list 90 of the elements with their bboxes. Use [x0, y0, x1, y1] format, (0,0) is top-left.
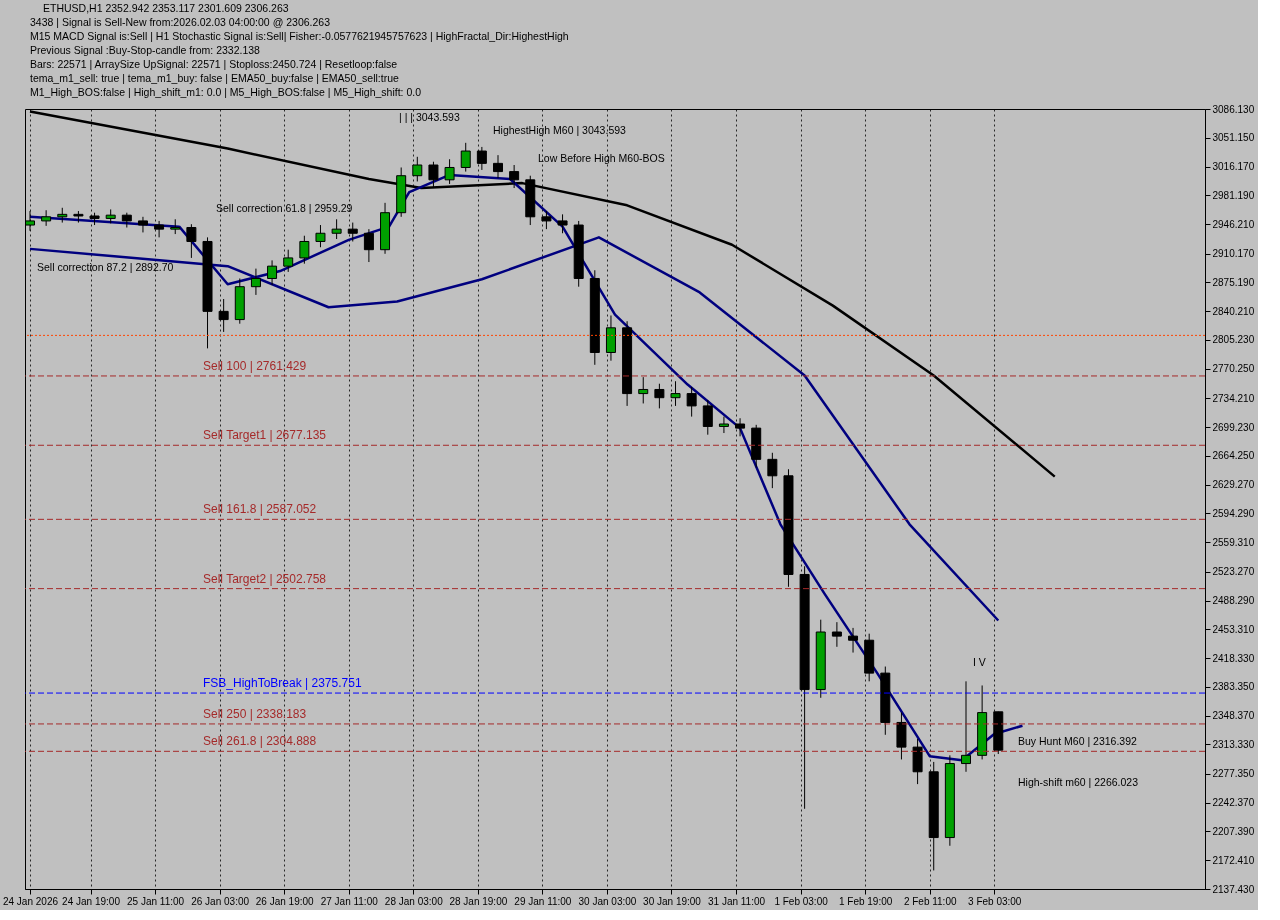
y-tick-label: 2383.350: [1212, 681, 1255, 693]
candlestick: [41, 209, 52, 227]
text: M1_High_BOS:false | High_shift_m1: 0.0 | M5_High_BOS:false | M5_High_shift: 0.0: [30, 86, 422, 98]
y-tick-label: 2453.310: [1212, 623, 1255, 635]
x-tick-label: 1 Feb 19:00: [838, 895, 893, 907]
text: 3438 | Signal is Sell-New from:2026.02.03 04:00:00 @ 2306.263: [30, 16, 331, 28]
y-tick-label: 2629.270: [1212, 479, 1255, 491]
candlestick: [848, 627, 859, 654]
annotation: Low Before High M60-BOS: [538, 152, 665, 164]
ref-line-label: Sell 100 | 2761.429: [203, 358, 307, 373]
annotation: Buy Hunt M60 | 2316.392: [1018, 735, 1138, 747]
ref-line-label: Sell Target1 | 2677.135: [203, 428, 327, 443]
candlestick: [961, 680, 971, 773]
candlestick: [509, 164, 520, 189]
x-tick-label: 24 Jan 2026: [2, 895, 59, 907]
x-tick-label: 28 Jan 19:00: [449, 895, 508, 907]
x-tick-label: 28 Jan 03:00: [384, 895, 444, 907]
ref-line-label: Sell 161.8 | 2587.052: [203, 502, 317, 517]
candlestick: [702, 399, 713, 436]
annotation: | | | 3043.593: [399, 111, 460, 123]
annotation: HighestHigh M60 | 3043.593: [493, 124, 627, 136]
candlestick: [186, 223, 197, 259]
text: M15 MACD Signal is:Sell | H1 Stochastic Signal is:Sell| Fisher:-0.0577621945757623 | HighFractal_Dir:HighestHigh: [30, 30, 569, 42]
y-tick-label: 2946.210: [1212, 218, 1255, 230]
candlestick: [137, 216, 148, 233]
x-tick-label: 1 Feb 03:00: [774, 895, 829, 907]
y-tick-label: 2348.370: [1212, 710, 1255, 722]
ref-line-label: Sell 250 | 2338.183: [203, 706, 307, 721]
x-tick-label: 27 Jan 11:00: [320, 895, 379, 907]
candlestick: [267, 259, 278, 286]
candlestick: [299, 235, 310, 265]
x-tick-label: 30 Jan 03:00: [578, 895, 637, 907]
candlestick: [315, 224, 326, 248]
y-tick-label: 2172.410: [1212, 854, 1255, 866]
y-tick-label: 2207.390: [1212, 825, 1255, 837]
x-tick-label: 29 Jan 11:00: [514, 895, 572, 907]
text: Bars: 22571 | ArraySize UpSignal: 22571 | Stoploss:2450.724 | Resetloop:false: [30, 58, 398, 70]
candlestick: [718, 416, 729, 434]
y-tick-label: 3016.170: [1212, 161, 1255, 173]
candlestick: [686, 386, 697, 418]
candlestick: [444, 158, 455, 185]
y-tick-label: 3086.130: [1212, 103, 1255, 115]
ref-line-label: FSB_HighToBreak | 2375.751: [203, 676, 362, 691]
text: tema_m1_sell: true | tema_m1_buy: false | EMA50_buy:false | EMA50_sell:true: [30, 72, 400, 84]
candlestick: [460, 142, 471, 173]
y-tick-label: 2805.230: [1212, 334, 1255, 346]
candlestick: [250, 268, 261, 296]
x-tick-label: 24 Jan 19:00: [62, 895, 121, 907]
y-tick-label: 2664.250: [1212, 450, 1255, 462]
x-tick-label: 31 Jan 11:00: [707, 895, 766, 907]
text: Previous Signal :Buy-Stop-candle from: 2332.138: [30, 44, 261, 56]
x-tick-label: 2 Feb 11:00: [903, 895, 957, 907]
candlestick: [767, 452, 778, 489]
y-tick-label: 2137.430: [1212, 883, 1255, 895]
candlestick: [363, 228, 374, 263]
y-tick-label: 2242.370: [1212, 797, 1255, 809]
ref-line-label: Sell 261.8 | 2304.888: [203, 734, 317, 749]
x-tick-label: 26 Jan 19:00: [255, 895, 315, 907]
x-tick-label: 30 Jan 19:00: [643, 895, 702, 907]
candlestick: [493, 154, 503, 179]
ref-line-label: Sell Target2 | 2502.758: [203, 571, 327, 586]
y-tick-label: 2840.210: [1212, 305, 1255, 317]
candlestick: [331, 218, 342, 240]
annotation: Sell correction 61.8 | 2959.29: [216, 202, 353, 214]
chart-title: ETHUSD,H1 2352.942 2353.117 2301.609 2306.263: [43, 2, 289, 14]
x-tick-label: 3 Feb 03:00: [968, 895, 1022, 907]
y-tick-label: 2875.190: [1212, 276, 1255, 288]
annotation: Sell correction 87.2 | 2892.70: [37, 261, 174, 273]
candlestick: [557, 213, 568, 234]
y-tick-label: 2770.250: [1212, 363, 1255, 375]
y-tick-label: 2981.190: [1212, 189, 1255, 201]
candlestick: [638, 376, 649, 404]
y-tick-label: 2910.170: [1212, 248, 1255, 260]
y-tick-label: 2523.270: [1212, 566, 1255, 578]
y-tick-label: 2313.330: [1212, 738, 1255, 750]
y-tick-label: 2594.290: [1212, 507, 1255, 519]
x-tick-label: 26 Jan 03:00: [191, 895, 250, 907]
y-tick-label: 2488.290: [1212, 595, 1255, 607]
candlestick: [428, 161, 439, 189]
annotation: I V: [973, 656, 986, 668]
candlestick: [654, 383, 665, 409]
y-tick-label: 2559.310: [1212, 536, 1255, 548]
x-tick-label: 25 Jan 11:00: [127, 895, 185, 907]
y-tick-label: 2418.330: [1212, 652, 1255, 664]
y-tick-label: 2734.210: [1212, 392, 1255, 404]
candlestick: [831, 621, 842, 648]
y-tick-label: 3051.150: [1212, 132, 1255, 144]
y-tick-label: 2699.230: [1212, 421, 1255, 433]
y-tick-label: 2277.350: [1212, 768, 1255, 780]
annotation: High-shift m60 | 2266.023: [1018, 776, 1139, 788]
